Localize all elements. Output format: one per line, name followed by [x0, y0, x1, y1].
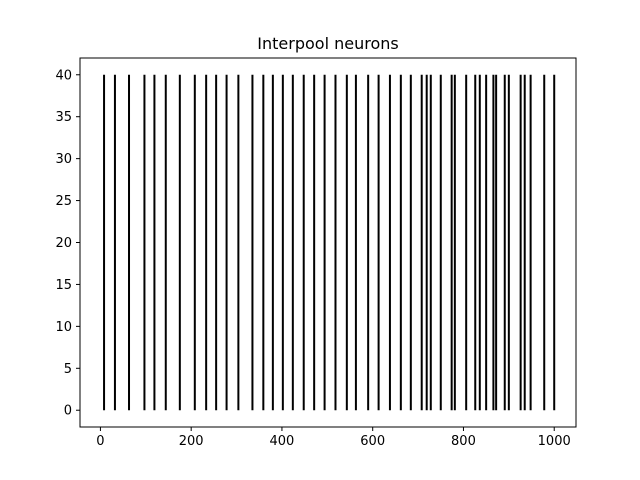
plot-area-frame [79, 57, 577, 428]
y-axis-ticks: 0 5 10 15 20 25 30 35 40 [55, 68, 80, 419]
chart-title: Interpool neurons [257, 34, 398, 53]
y-tick-label: 10 [55, 320, 72, 335]
y-tick-label: 20 [55, 236, 72, 251]
y-tick-label: 35 [55, 110, 72, 125]
y-tick-label: 40 [55, 68, 72, 83]
spike-group [103, 74, 556, 411]
x-tick-label: 1000 [538, 434, 571, 449]
x-axis-ticks: 0 200 400 600 800 1000 [96, 427, 571, 449]
y-tick-label: 5 [64, 362, 72, 377]
x-tick-label: 600 [360, 434, 385, 449]
y-tick-label: 0 [64, 404, 72, 419]
y-tick-label: 25 [55, 194, 72, 209]
x-tick-label: 800 [451, 434, 476, 449]
x-tick-label: 200 [179, 434, 204, 449]
x-tick-label: 400 [270, 434, 295, 449]
x-tick-label: 0 [96, 434, 104, 449]
y-tick-label: 15 [55, 278, 72, 293]
y-tick-label: 30 [55, 152, 72, 167]
